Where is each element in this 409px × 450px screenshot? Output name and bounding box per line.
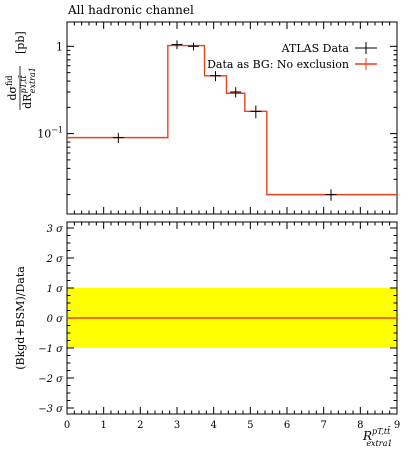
x-tick-label: 7	[320, 420, 326, 431]
y-tick-label: 2 σ	[46, 254, 65, 265]
data-point	[171, 40, 183, 50]
x-tick-label: 6	[284, 420, 290, 431]
y-tick-label: 1 σ	[47, 284, 65, 295]
x-tick-label: 9	[394, 420, 400, 431]
chart-title: All hadronic channel	[67, 3, 194, 17]
y-tick-label: −1 σ	[38, 344, 64, 355]
data-point	[230, 87, 242, 98]
y-tick-label: 10−1	[37, 126, 63, 141]
y-tick-label: 3 σ	[47, 224, 65, 235]
data-point	[325, 189, 337, 201]
data-point	[210, 71, 221, 82]
x-tick-label: 2	[137, 420, 143, 431]
y-axis-label-unit: [pb]	[14, 31, 27, 54]
x-tick-label: 4	[210, 420, 216, 431]
x-tick-label: 0	[64, 420, 70, 431]
x-axis-label: RpT,tt̄ extra1	[362, 426, 392, 448]
y-tick-label: 1	[56, 40, 63, 53]
y-axis-label-numerator: dσfid	[5, 75, 19, 100]
legend-label: Data as BG: No exclusion	[207, 58, 349, 71]
y-tick-label: 0 σ	[47, 314, 65, 325]
y-tick-label: −2 σ	[38, 374, 64, 385]
y-axis-label-denominator: dRpT,tt̄extra1	[18, 67, 37, 109]
ratio-axis-label: (Bkgd+BSM)/Data	[14, 266, 27, 370]
legend-entry: Data as BG: No exclusion	[207, 58, 377, 71]
data-point	[188, 42, 199, 51]
x-tick-label: 1	[100, 420, 106, 431]
top-panel-frame	[66, 21, 398, 215]
x-tick-label: 3	[174, 420, 180, 431]
data-point	[112, 132, 124, 144]
data-point	[250, 105, 262, 119]
legend-entry: ATLAS Data	[281, 42, 377, 55]
x-tick-label: 8	[357, 420, 363, 431]
mc-step-line	[67, 44, 397, 196]
legend-label: ATLAS Data	[281, 42, 350, 55]
y-tick-label: −3 σ	[38, 404, 64, 415]
x-tick-label: 5	[247, 420, 253, 431]
